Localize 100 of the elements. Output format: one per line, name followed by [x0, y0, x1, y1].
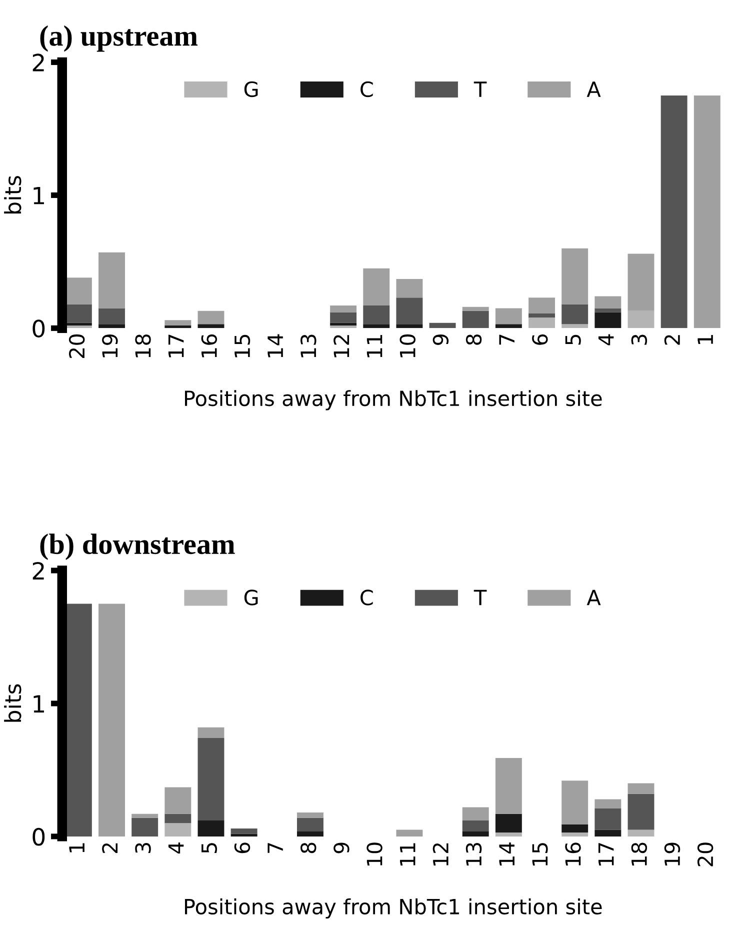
x-tick-label: 11 — [400, 843, 416, 866]
x-tick-label: 9 — [334, 842, 350, 854]
legend-label: G — [244, 590, 258, 606]
bar — [164, 814, 192, 824]
bar — [98, 324, 125, 328]
bar — [594, 308, 622, 312]
x-axis-title: Positions away from NbTc1 insertion site — [185, 898, 602, 919]
bar — [164, 326, 192, 328]
bar — [98, 252, 125, 308]
bar — [562, 832, 588, 836]
bar — [296, 812, 324, 818]
x-tick-label: 18 — [135, 334, 151, 358]
bar — [396, 298, 423, 324]
bar — [98, 604, 125, 836]
x-tick-label: 8 — [300, 842, 316, 854]
x-tick-label: 13 — [300, 334, 316, 358]
x-tick-label: 2 — [102, 843, 118, 854]
legend-label: C — [360, 81, 373, 98]
x-tick-label: 5 — [565, 334, 581, 345]
y-tick-label: 2 — [32, 562, 44, 580]
x-tick-label: 16 — [565, 842, 581, 866]
chart-title: (b) downstream — [40, 534, 235, 560]
bar — [495, 814, 522, 832]
x-tick-label: 7 — [268, 843, 283, 853]
x-tick-label: 10 — [366, 842, 382, 866]
x-tick-label: 1 — [698, 334, 713, 344]
bar — [562, 324, 588, 328]
bar — [462, 820, 489, 832]
bar — [198, 324, 224, 328]
bar — [694, 95, 720, 328]
bar — [230, 834, 258, 836]
bar — [495, 832, 522, 836]
x-tick-label: 2 — [664, 335, 680, 345]
x-tick-label: 15 — [234, 334, 250, 358]
x-tick-label: 1 — [69, 843, 84, 852]
legend-label: C — [360, 590, 373, 606]
bar — [594, 296, 622, 308]
x-tick-label: 12 — [334, 335, 350, 358]
x-tick-label: 3 — [631, 334, 648, 345]
bar — [164, 320, 192, 326]
bar — [562, 304, 588, 324]
legend-label: T — [474, 82, 487, 97]
bar — [628, 310, 654, 328]
bar — [495, 324, 522, 328]
x-tick-label: 13 — [466, 842, 482, 866]
bar — [429, 322, 456, 328]
y-tick-label: 0 — [32, 828, 45, 846]
bar — [363, 268, 390, 306]
bar — [562, 824, 588, 832]
bar — [396, 324, 423, 328]
x-tick-label: 15 — [532, 843, 548, 866]
legend-label: A — [586, 82, 601, 97]
x-tick-label: 3 — [135, 842, 151, 853]
x-tick-label: 16 — [201, 334, 218, 358]
x-tick-label: 4 — [598, 334, 614, 346]
x-tick-label: 6 — [532, 334, 548, 345]
x-tick-label: 14 — [268, 334, 283, 358]
bar — [528, 314, 555, 318]
bar — [296, 831, 324, 836]
x-tick-label: 18 — [631, 842, 648, 866]
legend-label: T — [474, 590, 487, 606]
bar — [594, 808, 622, 830]
bar — [628, 783, 654, 794]
x-tick-label: 14 — [499, 842, 514, 866]
x-tick-label: 9 — [432, 334, 449, 345]
x-tick-label: 20 — [68, 334, 85, 358]
bar — [65, 304, 92, 323]
bar — [330, 312, 357, 323]
x-tick-label: 11 — [366, 334, 382, 358]
x-tick-label: 7 — [499, 334, 514, 345]
bar — [396, 830, 423, 836]
bar — [230, 828, 258, 834]
bar — [628, 830, 654, 836]
bar — [495, 758, 522, 814]
legend-label: G — [244, 81, 258, 98]
bar — [363, 306, 390, 324]
bar — [462, 306, 489, 311]
x-axis-title: Positions away from NbTc1 insertion site — [185, 390, 602, 410]
bar — [528, 318, 555, 328]
bar — [594, 312, 622, 328]
bar — [296, 818, 324, 832]
bar — [164, 787, 192, 814]
bar — [198, 820, 224, 836]
x-tick-label: 20 — [697, 842, 714, 866]
bar — [198, 727, 224, 738]
bar — [562, 780, 588, 824]
x-tick-label: 12 — [432, 843, 448, 866]
x-tick-label: 4 — [168, 842, 184, 854]
chart-title: (a) upstream — [40, 25, 198, 52]
bar — [528, 298, 555, 314]
x-tick-label: 19 — [102, 334, 118, 358]
bar — [628, 794, 654, 830]
bar — [330, 306, 357, 312]
y-tick-label: 0 — [32, 320, 45, 338]
bar — [396, 278, 423, 298]
bar — [363, 324, 390, 328]
x-tick-label: 8 — [466, 334, 482, 345]
x-tick-label: 19 — [664, 842, 680, 866]
bar — [462, 807, 489, 820]
y-axis-title: bits — [4, 684, 22, 722]
